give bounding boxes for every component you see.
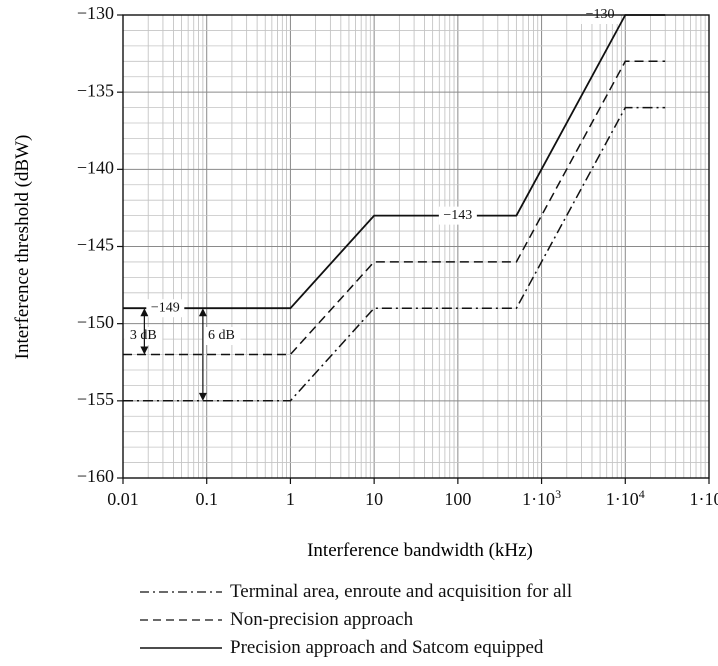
annotation-label: −143 [443, 208, 472, 223]
x-tick-label: 0.1 [195, 489, 218, 509]
annotation-label: −149 [151, 300, 180, 315]
annotation-background [146, 299, 185, 318]
x-tick-label: 1·105 [690, 487, 718, 509]
legend-swatch-dashed [140, 619, 222, 621]
series-line-dashed [123, 60, 666, 356]
x-tick-label: 1 [286, 489, 295, 509]
legend-label: Terminal area, enroute and acquisition f… [230, 581, 573, 602]
x-tick-label: 100 [444, 489, 471, 509]
x-axis-label: Interference bandwidth (kHz) [307, 540, 533, 561]
dimension-arrow-head [198, 392, 207, 401]
legend-item-non-precision: Non-precision approach [140, 606, 700, 634]
y-tick-label: −130 [77, 3, 114, 23]
interference-threshold-chart: −149 −143 −130 3 dB 6 dB −130 −135 −140 −145 −15… [12, 3, 718, 561]
annotation-background [438, 206, 477, 225]
dimension-arrow-head [198, 308, 207, 317]
legend-item-precision-approach: Precision approach and Satcom equipped [140, 634, 700, 662]
dimension-arrow-head [140, 346, 149, 355]
legend-swatch-dashdot [140, 591, 222, 593]
series-line-solid [123, 14, 666, 310]
legend: Terminal area, enroute and acquisition f… [140, 578, 700, 662]
legend-swatch-solid [140, 647, 222, 649]
axes: −130 −135 −140 −145 −150 −155 −160 0.01 0.1 1 10 10… [77, 3, 718, 509]
y-axis-label: Interference threshold (dBW) [12, 135, 33, 360]
legend-label: Non-precision approach [230, 609, 414, 630]
x-tick-label: 1·103 [522, 487, 561, 509]
series-line-dashdot [123, 106, 666, 402]
legend-label: Precision approach and Satcom equipped [230, 637, 544, 658]
annotation-label: 3 dB [130, 328, 157, 343]
x-tick-label: 0.01 [107, 489, 139, 509]
annotation-background [124, 327, 163, 346]
annotation-background [202, 327, 241, 346]
x-tick-label: 10 [365, 489, 383, 509]
y-tick-label: −140 [77, 157, 114, 177]
y-tick-label: −135 [77, 80, 114, 100]
x-tick-label: 1·104 [606, 487, 645, 509]
y-tick-label: −150 [77, 312, 114, 332]
dimension-arrow-head [140, 308, 149, 317]
legend-item-terminal-area: Terminal area, enroute and acquisition f… [140, 578, 700, 606]
grid-lines [122, 14, 709, 479]
y-tick-label: −160 [77, 466, 114, 486]
y-tick-label: −155 [77, 389, 114, 409]
y-tick-label: −145 [77, 235, 114, 255]
annotation-label: 6 dB [208, 328, 235, 343]
